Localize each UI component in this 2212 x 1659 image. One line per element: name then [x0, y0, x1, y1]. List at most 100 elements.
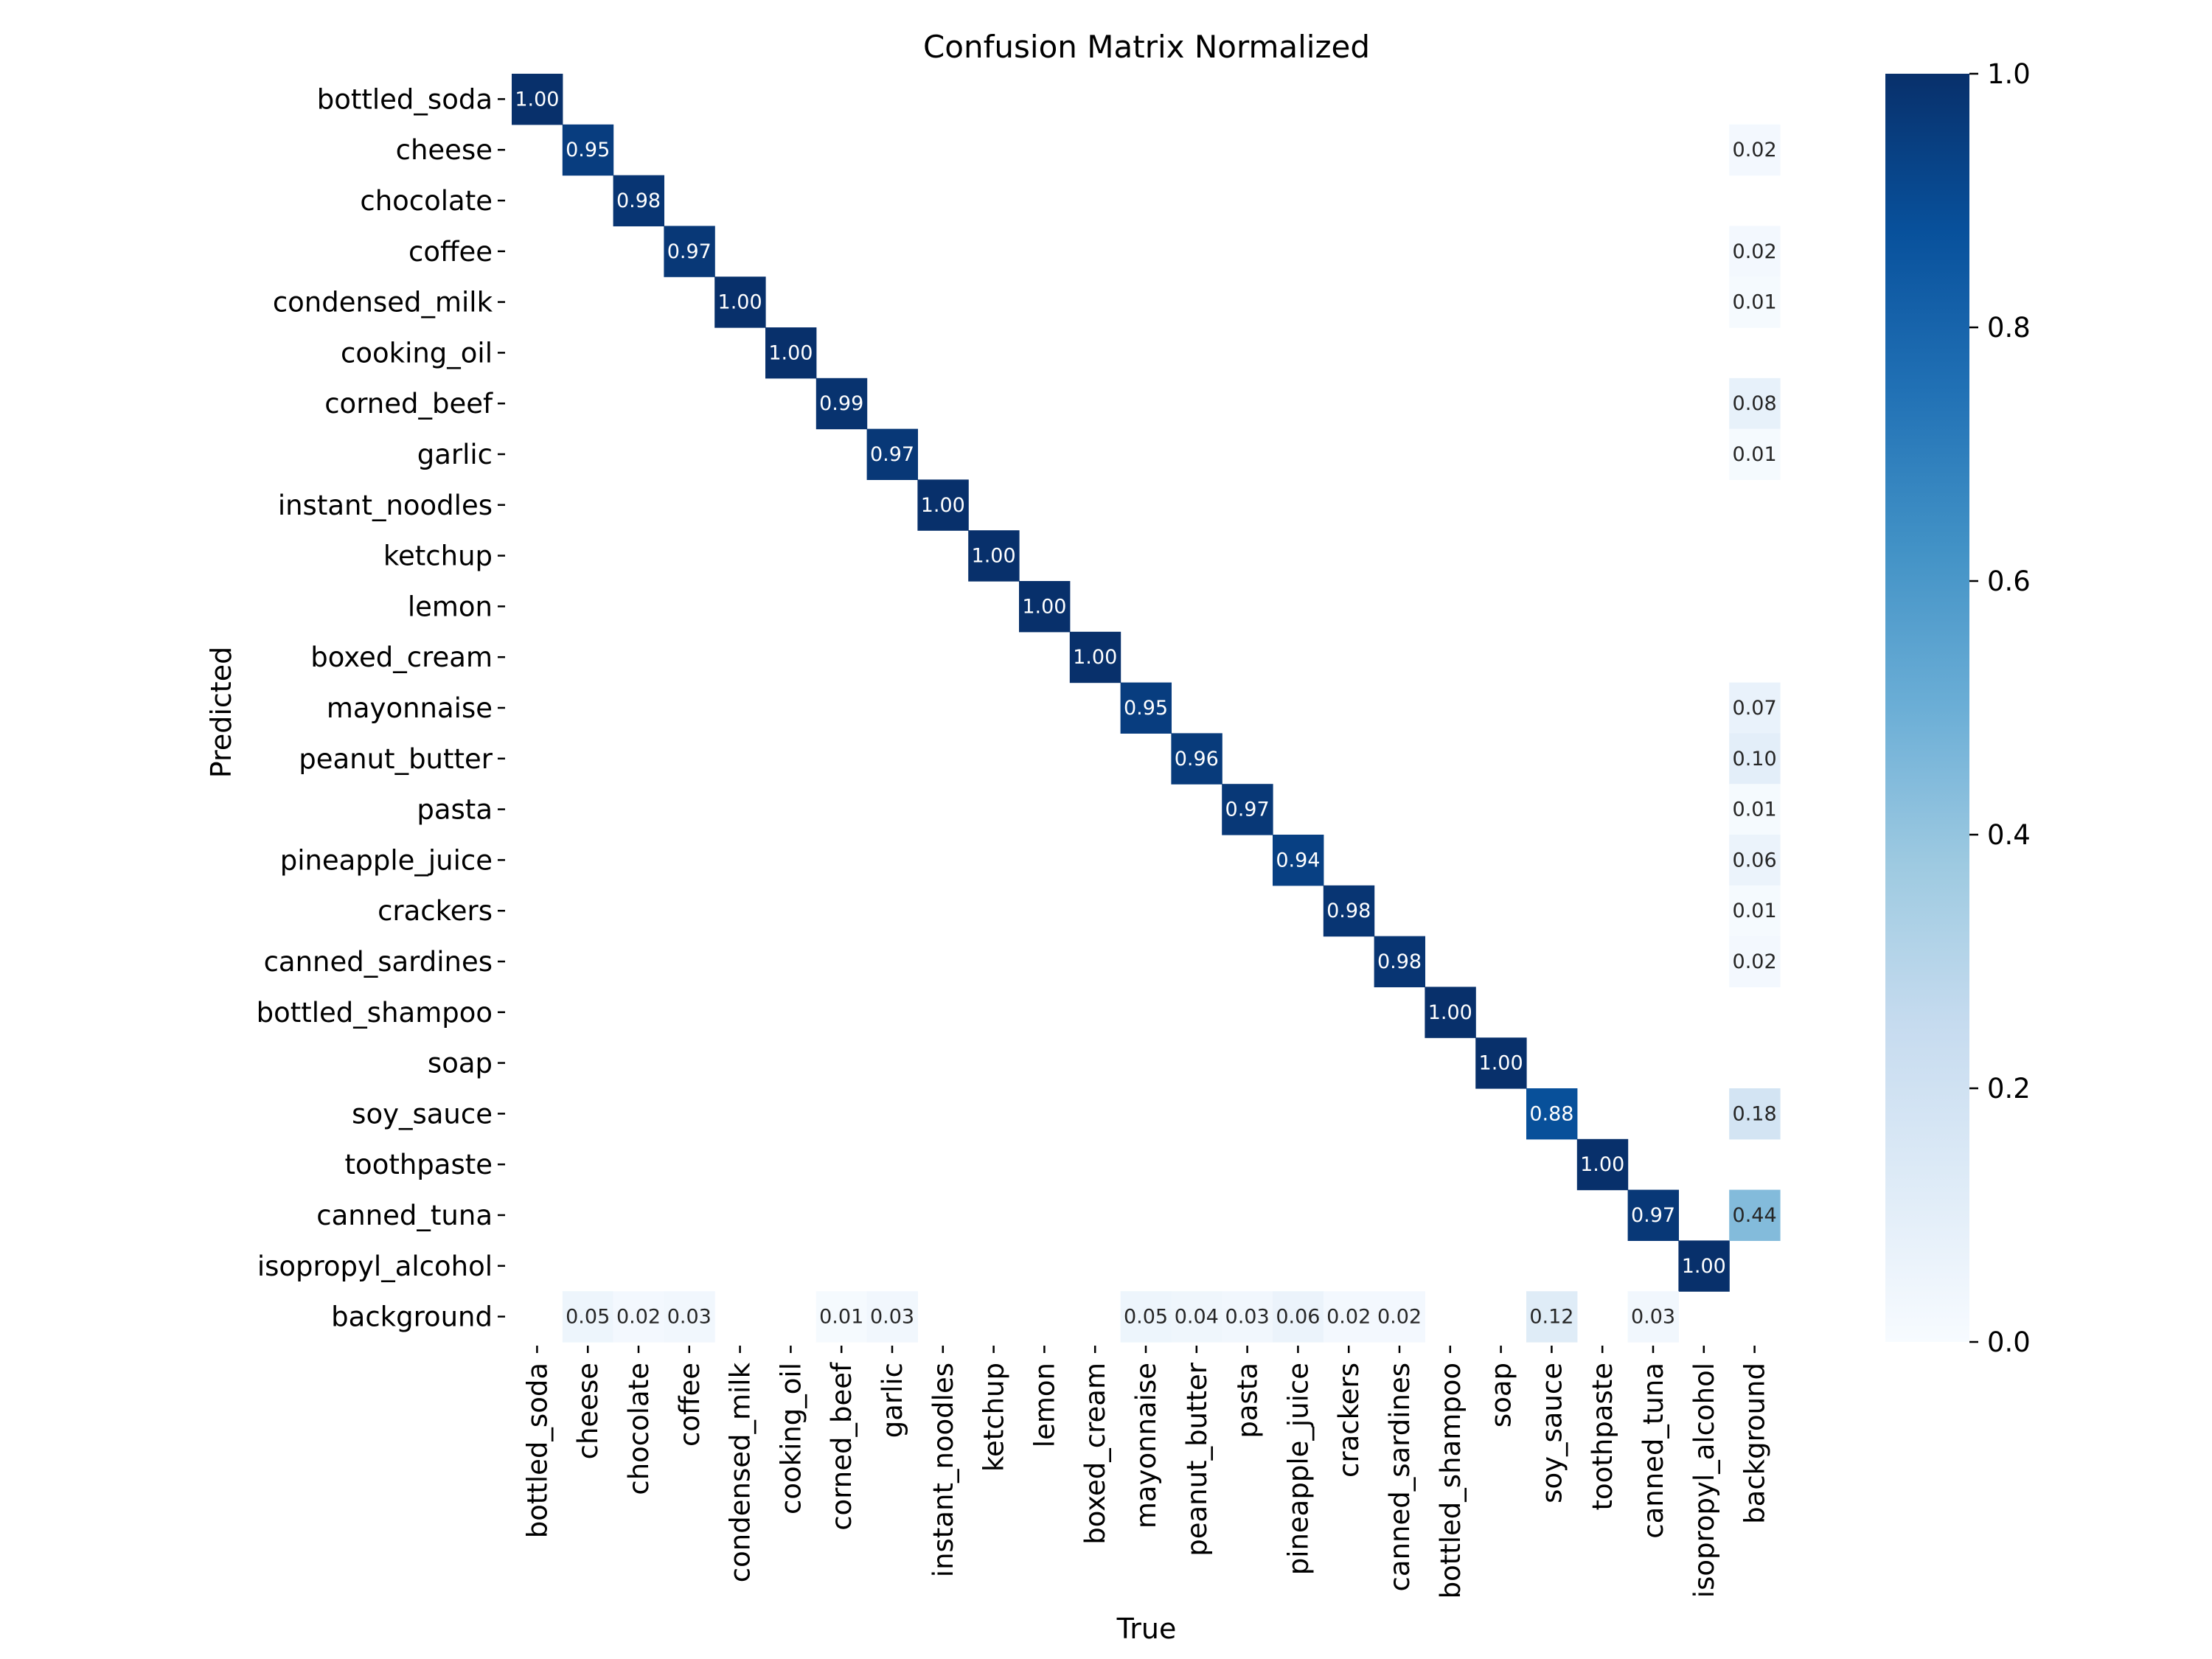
x-tick-label: canned_sardines	[1384, 1363, 1416, 1591]
colorbar-tick-label: 0.0	[1987, 1326, 2031, 1358]
y-tick-label: canned_sardines	[264, 946, 493, 978]
cell-value-label: 0.02	[616, 1306, 661, 1329]
cell-value-label: 1.00	[768, 341, 813, 364]
heatmap-cell	[1729, 1088, 1781, 1140]
heatmap-cell	[1729, 1189, 1781, 1241]
heatmap-cell	[1374, 936, 1425, 987]
x-tick-label: mayonnaise	[1130, 1363, 1162, 1528]
y-tick-label: canned_tuna	[316, 1200, 493, 1231]
heatmap-cell	[1729, 936, 1781, 987]
cell-value-label: 0.99	[819, 392, 863, 415]
cell-value-label: 0.01	[819, 1306, 863, 1329]
heatmap-cell	[1069, 631, 1121, 684]
heatmap-cell	[815, 378, 868, 430]
cell-value-label: 0.03	[870, 1306, 914, 1329]
cell-value-label: 0.02	[1377, 1306, 1422, 1329]
heatmap-cell	[1425, 987, 1476, 1038]
y-tick-label: bottled_shampoo	[257, 997, 493, 1029]
heatmap-cell	[1729, 124, 1781, 176]
y-tick-label: pineapple_juice	[280, 844, 493, 876]
x-tick-label: instant_noodles	[928, 1363, 959, 1577]
x-tick-label: boxed_cream	[1079, 1363, 1111, 1545]
heatmap-cells: 1.00 0.95 0.98 0.97 1.00 1.00 0.99 0.97 1.00 1.00…	[512, 74, 1781, 1343]
heatmap-cell	[613, 175, 664, 226]
cell-value-label: 0.97	[870, 443, 914, 466]
cell-value-label: 1.00	[1022, 595, 1066, 618]
heatmap-cell	[1576, 1138, 1629, 1191]
cell-value-label: 0.07	[1733, 697, 1777, 720]
x-tick-label: garlic	[877, 1363, 908, 1438]
y-tick-label: toothpaste	[345, 1149, 493, 1180]
x-tick-label: pasta	[1232, 1363, 1264, 1439]
cell-value-label: 0.02	[1733, 139, 1777, 161]
heatmap-cell	[1120, 1291, 1172, 1343]
colorbar-tick-label: 0.6	[1987, 566, 2031, 597]
cell-value-label: 0.03	[1225, 1306, 1270, 1329]
x-tick-label: crackers	[1333, 1363, 1365, 1478]
cell-value-label: 0.10	[1733, 748, 1777, 771]
cell-value-label: 1.00	[1073, 646, 1117, 669]
y-tick-label: background	[331, 1301, 493, 1333]
heatmap-cell	[1323, 1291, 1375, 1343]
heatmap-cell	[1678, 1240, 1730, 1292]
x-tick-label: soy_sauce	[1536, 1363, 1568, 1503]
y-tick-label: coffee	[408, 236, 493, 268]
heatmap-cell	[1627, 1189, 1679, 1241]
heatmap-cell	[968, 530, 1020, 582]
heatmap-cell	[1526, 1088, 1578, 1140]
x-tick-label: condensed_milk	[725, 1362, 757, 1582]
x-tick-label: toothpaste	[1587, 1363, 1618, 1510]
x-tick-label: canned_tuna	[1638, 1363, 1669, 1539]
x-tick-labels: bottled_soda cheese chocolate coffee condens…	[521, 1346, 1771, 1599]
cell-value-label: 1.00	[921, 494, 965, 517]
y-tick-label: soy_sauce	[352, 1098, 493, 1130]
heatmap-cell	[1729, 682, 1781, 734]
cell-value-label: 0.98	[1326, 900, 1371, 922]
x-tick-label: soap	[1486, 1363, 1517, 1427]
heatmap-cell	[512, 74, 563, 125]
colorbar	[1885, 74, 1969, 1342]
heatmap-cell	[1374, 1291, 1425, 1343]
cell-value-label: 1.00	[1682, 1255, 1726, 1278]
cell-value-label: 0.44	[1733, 1204, 1777, 1227]
y-tick-label: crackers	[378, 895, 493, 927]
y-tick-label: bottled_soda	[317, 83, 493, 115]
y-tick-label: cooking_oil	[341, 337, 493, 369]
y-tick-label: garlic	[417, 439, 493, 470]
heatmap-cell	[664, 1291, 715, 1343]
cell-value-label: 1.00	[1580, 1153, 1624, 1176]
y-tick-label: isopropyl_alcohol	[257, 1251, 493, 1282]
cell-value-label: 0.97	[667, 240, 712, 263]
heatmap-cell	[1729, 378, 1781, 430]
y-tick-label: boxed_cream	[310, 641, 493, 673]
cell-value-label: 0.94	[1276, 849, 1320, 872]
x-tick-label: corned_beef	[826, 1362, 858, 1531]
heatmap-cell	[866, 428, 918, 480]
cell-value-label: 0.05	[566, 1306, 610, 1329]
cell-value-label: 0.08	[1733, 392, 1777, 415]
cell-value-label: 0.18	[1733, 1102, 1777, 1125]
cell-value-label: 0.95	[1124, 697, 1168, 720]
heatmap-cell	[562, 124, 614, 176]
x-tick-label: background	[1739, 1363, 1771, 1524]
heatmap-cell	[1323, 885, 1375, 937]
chart-title: Confusion Matrix Normalized	[923, 29, 1370, 65]
x-tick-label: ketchup	[978, 1363, 1010, 1472]
cell-value-label: 0.96	[1175, 748, 1219, 771]
colorbar-tick-label: 0.2	[1987, 1073, 2031, 1105]
cell-value-label: 0.98	[616, 189, 661, 212]
cell-value-label: 0.01	[1733, 799, 1777, 821]
heatmap-cell	[1729, 784, 1781, 835]
cell-value-label: 0.06	[1276, 1306, 1320, 1329]
colorbar-tick-label: 0.8	[1987, 312, 2031, 344]
cell-value-label: 0.95	[566, 139, 610, 161]
colorbar-tick-label: 0.4	[1987, 819, 2031, 851]
y-tick-label: corned_beef	[324, 388, 493, 420]
heatmap-cell	[1627, 1291, 1679, 1343]
heatmap-cell	[714, 276, 766, 328]
heatmap-cell	[1526, 1291, 1578, 1343]
cell-value-label: 0.01	[1733, 291, 1777, 314]
heatmap-cell	[613, 1291, 664, 1343]
cell-value-label: 0.98	[1377, 950, 1422, 973]
